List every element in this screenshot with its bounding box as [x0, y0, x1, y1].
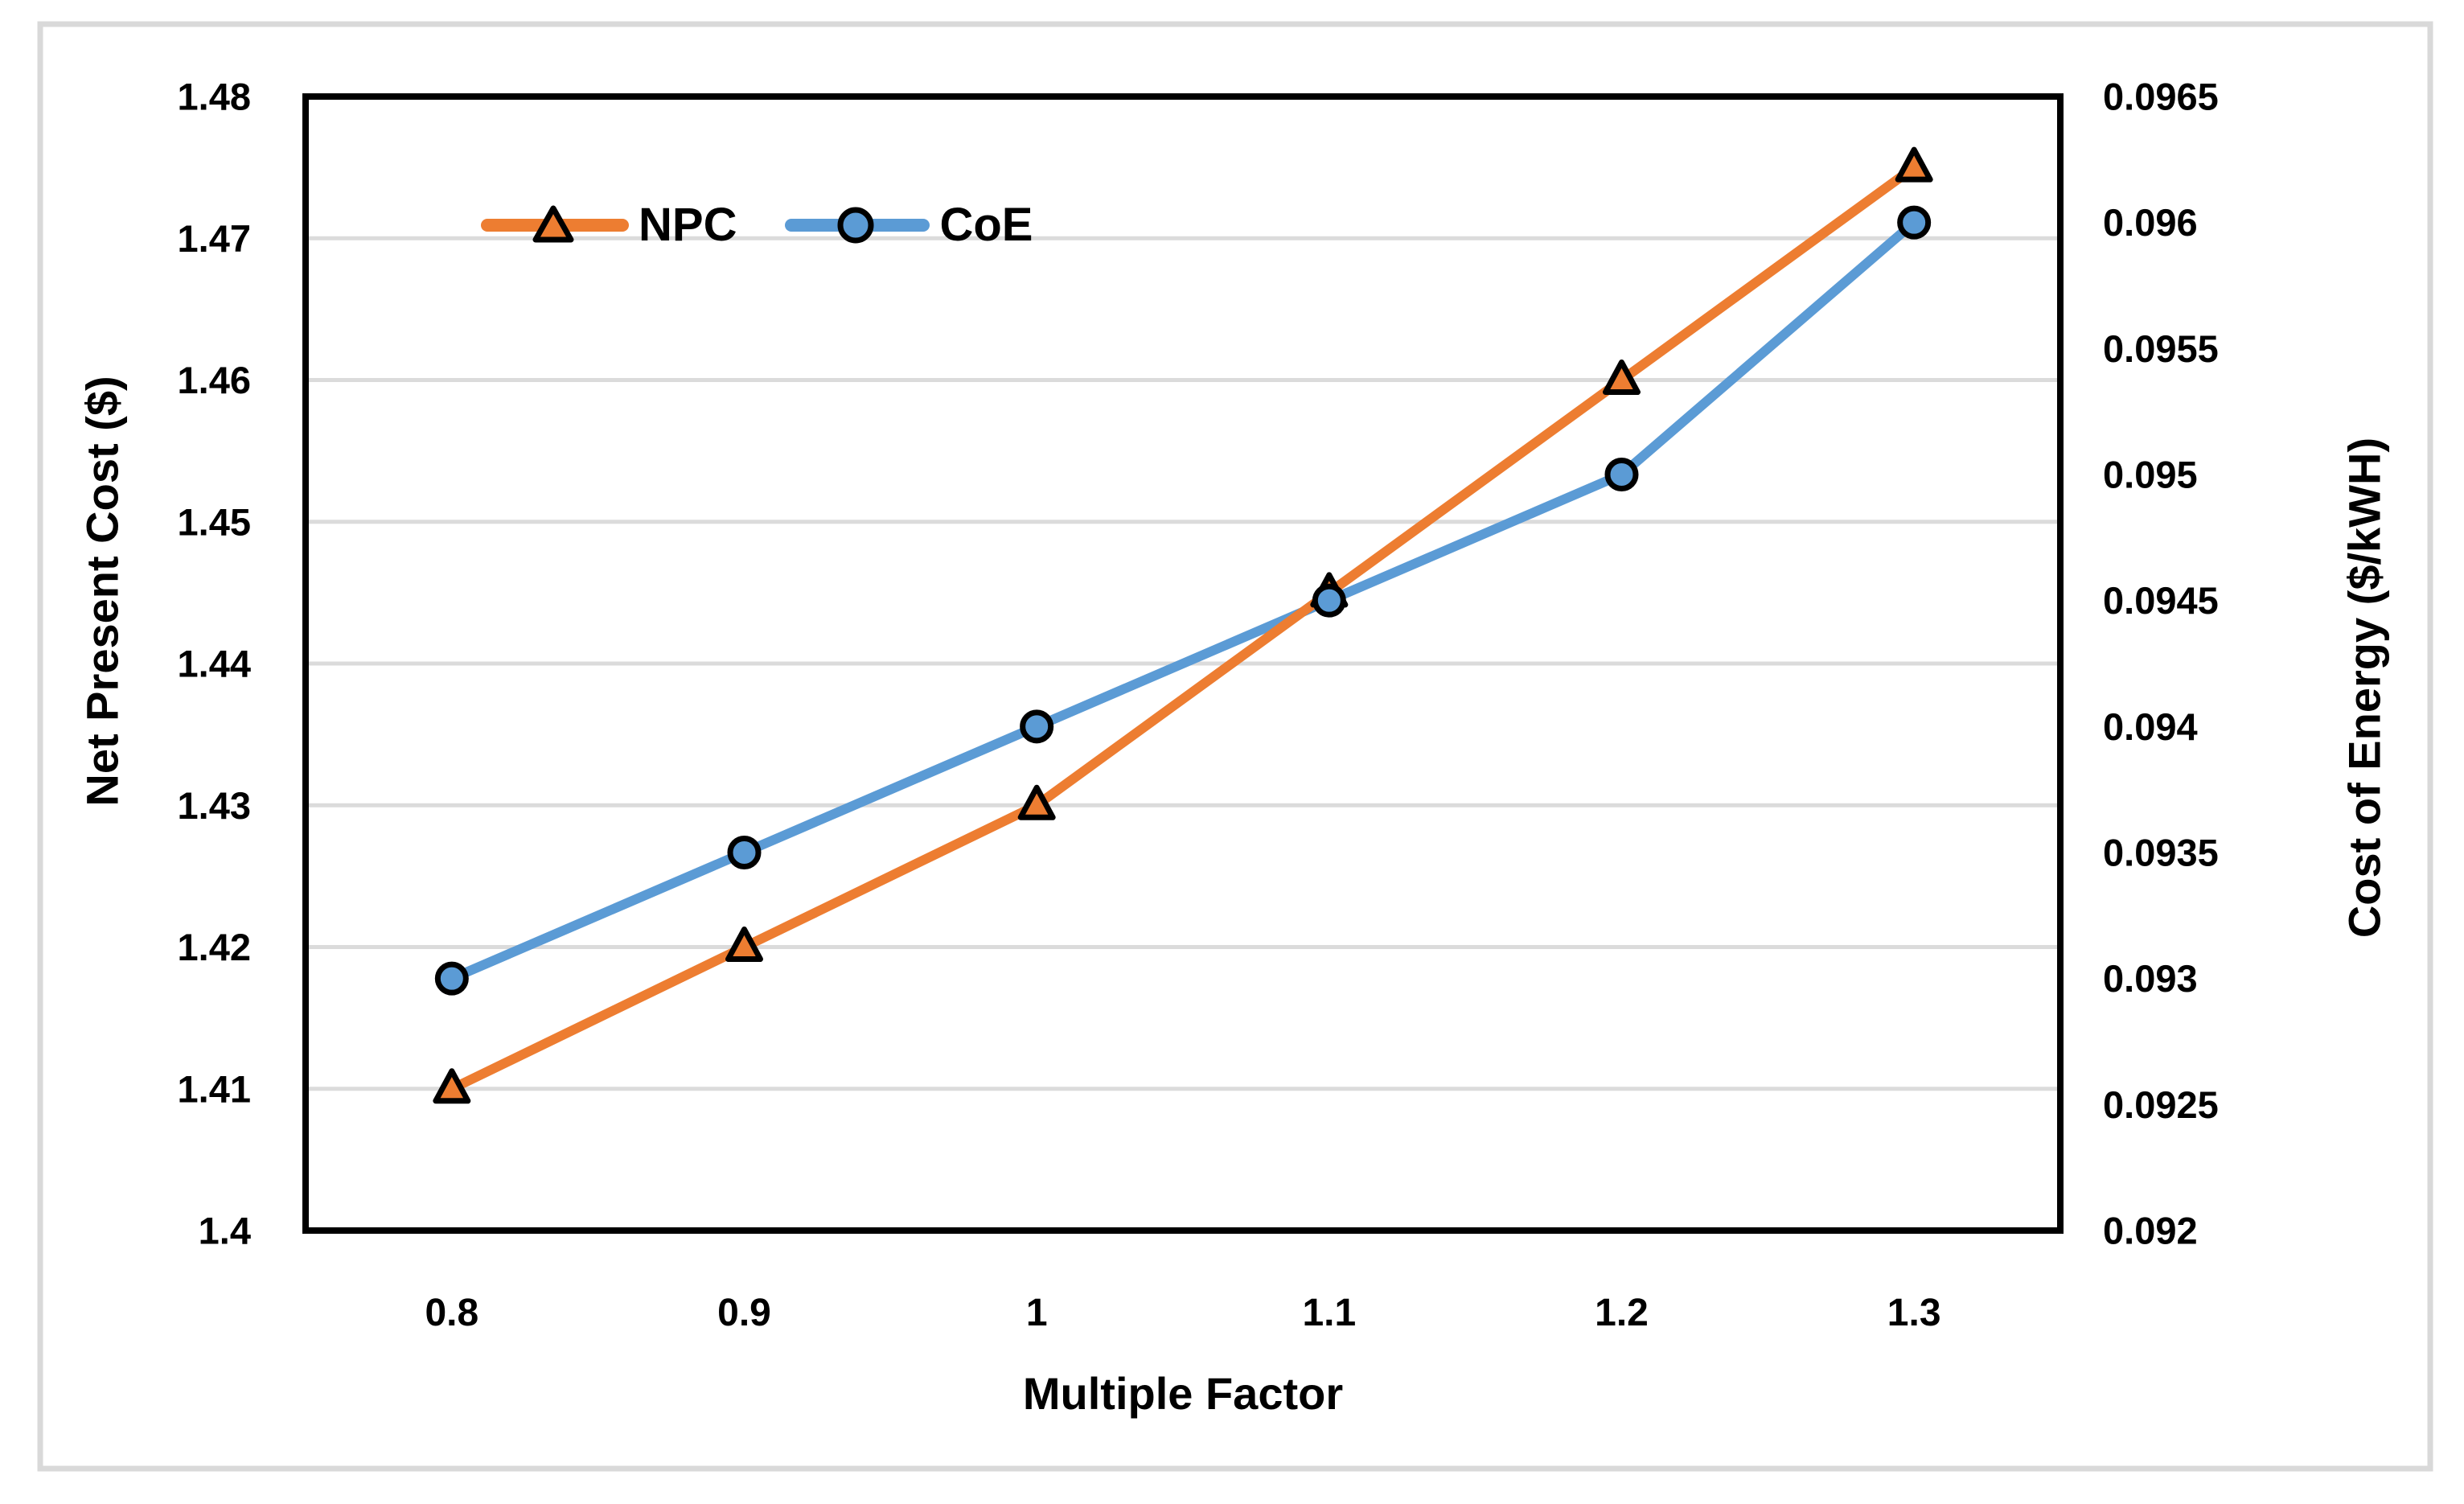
right-axis-tick-label: 0.0945 [2103, 579, 2219, 622]
legend-label-coe: CoE [939, 199, 1033, 251]
left-axis-tick-label: 1.45 [178, 500, 251, 543]
coe-marker [1020, 709, 1054, 744]
coe-marker [434, 961, 469, 996]
left-axis-tick-label: 1.44 [178, 643, 251, 685]
left-axis-tick-label: 1.46 [178, 359, 251, 401]
x-axis-tick-label: 0.9 [717, 1292, 771, 1334]
coe-marker [727, 836, 762, 869]
x-axis-tick-label: 1.1 [1302, 1292, 1356, 1334]
series-npc-line [446, 162, 1920, 1094]
right-axis-tick-label: 0.0935 [2103, 832, 2219, 874]
coe-marker [1897, 205, 1932, 240]
left-axis-tick-label: 1.48 [178, 76, 251, 118]
legend-label-npc: NPC [639, 199, 737, 251]
left-axis-tick-label: 1.41 [178, 1067, 251, 1110]
legend: NPC CoE [481, 201, 1033, 249]
coe-marker [1604, 458, 1639, 491]
right-axis-tick-label: 0.0925 [2103, 1083, 2219, 1126]
right-axis-title: Cost of Energy ($/kWH) [2339, 437, 2390, 939]
x-axis-title: Multiple Factor [1022, 1368, 1344, 1419]
npc-marker [1603, 360, 1641, 395]
right-axis-tick-label: 0.095 [2103, 454, 2198, 496]
npc-legend-marker-icon [481, 205, 629, 243]
left-axis-tick-label: 1.43 [178, 784, 251, 827]
npc-marker [1895, 146, 1933, 183]
npc-marker [1017, 784, 1056, 820]
x-axis-tick-label: 0.8 [425, 1292, 478, 1334]
coe-marker [1312, 583, 1346, 618]
legend-item-npc: NPC [481, 201, 737, 249]
right-axis-tick-label: 0.0965 [2103, 76, 2219, 118]
left-axis-tick-label: 1.47 [178, 217, 251, 260]
right-axis-tick-label: 0.094 [2103, 705, 2198, 748]
left-axis-tick-label: 1.42 [178, 926, 251, 968]
x-axis-tick-label: 1 [1026, 1292, 1048, 1334]
npc-marker [433, 1068, 471, 1104]
npc-marker [725, 927, 763, 962]
right-axis-tick-label: 0.092 [2103, 1210, 2198, 1252]
figure-frame [37, 21, 2433, 1472]
left-axis-title: Net Present Cost ($) [76, 376, 128, 807]
left-axis-tick-label: 1.4 [199, 1210, 251, 1252]
x-axis-tick-label: 1.2 [1595, 1292, 1649, 1334]
series-coe-line [446, 217, 1920, 984]
plot-border [302, 93, 2064, 1234]
right-axis-tick-label: 0.093 [2103, 957, 2198, 1000]
right-axis-tick-label: 0.096 [2103, 201, 2198, 244]
legend-item-coe: CoE [785, 201, 1033, 249]
right-axis-tick-label: 0.0955 [2103, 327, 2219, 370]
x-axis-tick-label: 1.3 [1887, 1292, 1941, 1334]
coe-legend-marker-icon [785, 207, 930, 244]
